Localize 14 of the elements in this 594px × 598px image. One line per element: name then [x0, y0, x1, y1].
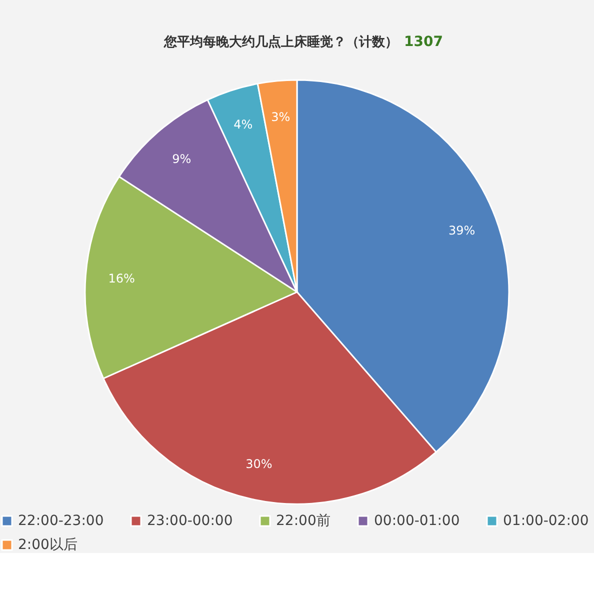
data-label: 3% [271, 110, 290, 124]
data-label: 30% [246, 456, 272, 471]
legend-label: 01:00-02:00 [503, 513, 589, 529]
legend-label: 2:00以后 [18, 537, 78, 553]
legend-label: 00:00-01:00 [374, 513, 460, 529]
legend-label: 23:00-00:00 [147, 513, 233, 529]
data-label: 39% [448, 223, 476, 238]
chart-title: 您平均每晚大约几点上床睡觉？（计数） [163, 34, 398, 50]
data-label: 9% [172, 152, 192, 166]
legend-label: 22:00-23:00 [18, 513, 104, 529]
data-label: 4% [234, 117, 253, 132]
data-label: 16% [108, 271, 135, 286]
legend-label: 22:00前 [276, 513, 330, 529]
text: 1307 [404, 34, 443, 50]
